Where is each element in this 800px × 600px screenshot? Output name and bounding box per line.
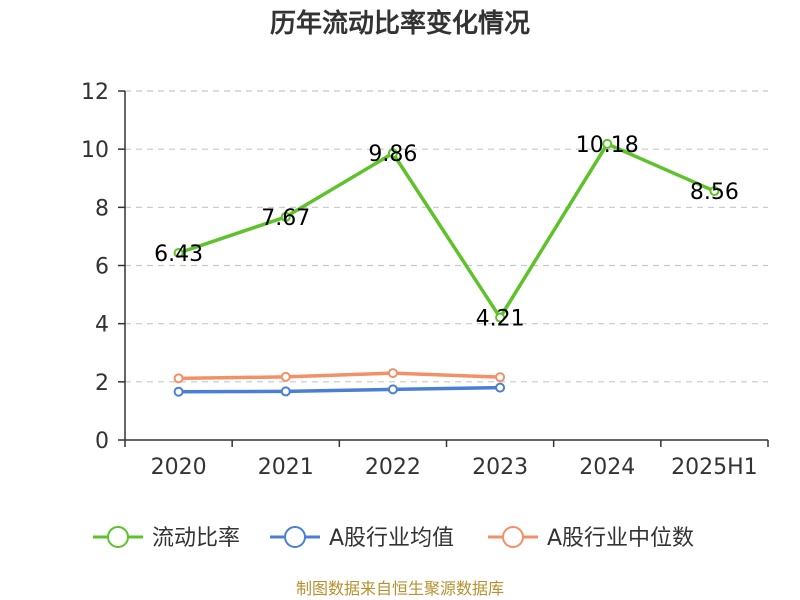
grid-lines — [125, 90, 768, 383]
y-tick-label: 6 — [95, 255, 109, 280]
data-point — [280, 386, 291, 397]
source-note: 制图数据来自恒生聚源数据库 — [296, 579, 504, 598]
legend-label: A股行业中位数 — [547, 526, 694, 551]
data-point — [280, 371, 291, 382]
x-tick-label: 2022 — [365, 455, 421, 480]
x-tick-label: 2020 — [151, 455, 207, 480]
y-tick-label: 8 — [95, 196, 109, 221]
data-point — [280, 211, 291, 222]
data-point — [387, 148, 398, 159]
data-label: 6.43 — [154, 242, 203, 267]
legend-marker — [107, 526, 129, 548]
data-point — [173, 373, 184, 384]
x-tick-label: 2023 — [472, 455, 528, 480]
legend-label: 流动比率 — [152, 526, 240, 551]
legend-marker — [284, 526, 306, 548]
data-point — [602, 138, 613, 149]
y-tick-label: 2 — [95, 371, 109, 396]
data-point — [173, 386, 184, 397]
x-tick-label: 2025H1 — [671, 455, 758, 480]
y-tick-label: 12 — [81, 80, 109, 105]
data-point — [495, 372, 506, 383]
chart-title: 历年流动比率变化情况 — [270, 8, 530, 39]
legend: 流动比率 A股行业均值 A股行业中位数 — [93, 526, 694, 551]
series-group: 6.43 7.67 9.86 4.21 10.18 8.56 — [154, 133, 739, 397]
series-line — [178, 142, 716, 320]
axes: 0 2 4 6 8 10 12 2020 2021 2022 2023 2024 2025H1 — [81, 80, 769, 480]
data-label: 8.56 — [690, 180, 739, 205]
y-tick-label: 4 — [95, 313, 109, 338]
data-point — [387, 384, 398, 395]
data-label: 10.18 — [576, 133, 639, 158]
data-point — [495, 382, 506, 393]
y-tick-label: 10 — [81, 138, 109, 163]
data-point — [709, 186, 720, 197]
data-label: 9.86 — [368, 142, 417, 167]
legend-label: A股行业均值 — [329, 526, 454, 551]
x-tick-label: 2024 — [579, 455, 635, 480]
data-point — [173, 247, 184, 258]
series-line — [178, 371, 501, 381]
data-label: 7.67 — [261, 206, 310, 231]
y-tick-label: 0 — [95, 429, 109, 454]
x-tick-label: 2021 — [258, 455, 314, 480]
series-line — [178, 385, 501, 394]
data-point — [495, 312, 506, 323]
data-point — [387, 368, 398, 379]
data-label: 4.21 — [476, 307, 525, 332]
legend-marker — [502, 526, 524, 548]
